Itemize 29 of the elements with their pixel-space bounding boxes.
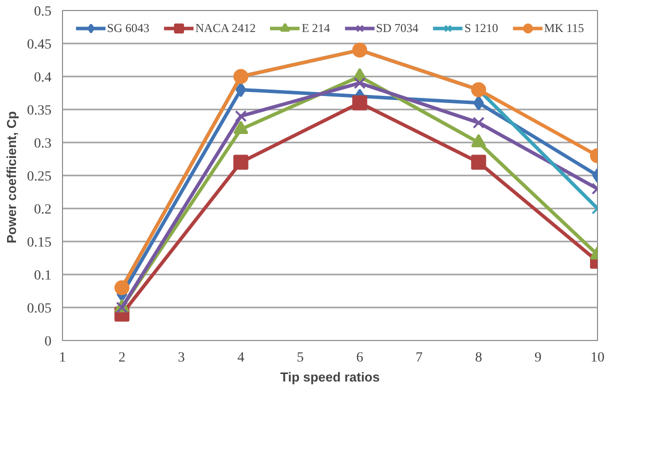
legend-label: S 1210 — [464, 20, 498, 36]
x-axis-title: Tip speed ratios — [280, 370, 380, 384]
y-tick-label: 0.35 — [27, 104, 52, 118]
y-tick-label: 0.15 — [27, 236, 52, 250]
x-tick-label: 8 — [475, 350, 482, 366]
y-tick-label: 0.1 — [34, 268, 52, 284]
y-tick-label: 0.4 — [34, 70, 52, 86]
legend-label: E 214 — [302, 20, 330, 36]
x-tick-label: 6 — [356, 350, 364, 366]
x-tick-label: 10 — [590, 350, 604, 366]
y-tick-label: 0.05 — [27, 302, 52, 316]
y-tick-label: 0.45 — [27, 38, 52, 52]
y-axis-title: Power coefficient, Cp — [4, 111, 19, 244]
legend-label: NACA 2412 — [195, 20, 256, 36]
x-tick-label: 9 — [534, 350, 542, 366]
y-tick-label: 0.5 — [34, 4, 52, 20]
x-tick-label: 5 — [296, 350, 304, 366]
legend-label: SD 7034 — [376, 20, 418, 36]
legend-label: MK 115 — [544, 20, 584, 36]
x-tick-label: 7 — [416, 350, 423, 366]
y-tick-label: 0.2 — [34, 202, 52, 218]
y-tick-label: 0 — [44, 334, 52, 350]
x-tick-label: 3 — [178, 350, 185, 366]
x-tick-label: 4 — [237, 350, 244, 366]
x-tick-label: 2 — [118, 350, 126, 366]
y-tick-label: 0.25 — [27, 170, 52, 184]
x-tick-label: 1 — [59, 350, 66, 366]
y-tick-label: 0.3 — [34, 136, 52, 152]
legend-label: SG 6043 — [107, 20, 150, 36]
